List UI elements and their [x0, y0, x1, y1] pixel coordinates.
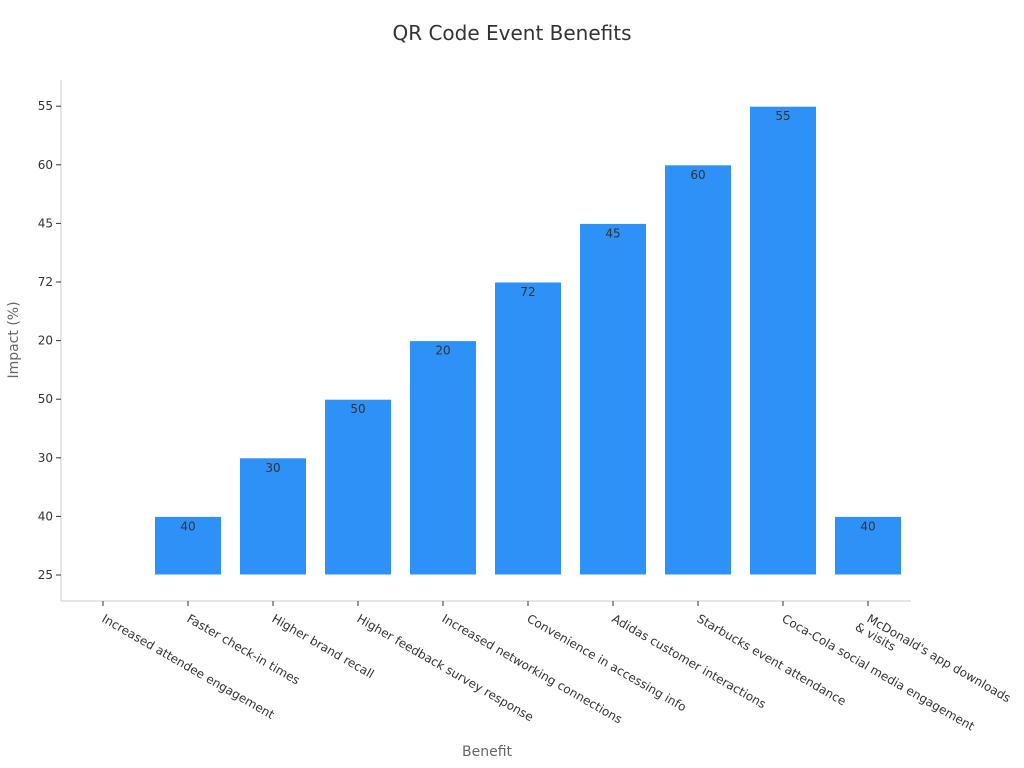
bar-data-label: 55 — [775, 109, 790, 123]
y-axis-title: Impact (%) — [6, 301, 22, 378]
bar-data-label: 60 — [690, 168, 705, 182]
bar[interactable] — [154, 515, 222, 576]
bar[interactable] — [664, 164, 732, 576]
y-tick-label: 72 — [38, 275, 53, 289]
y-tick-label: 55 — [38, 99, 53, 113]
bar[interactable] — [494, 281, 562, 576]
bar[interactable] — [409, 340, 477, 576]
bar[interactable] — [749, 105, 817, 576]
bar-data-label: 20 — [435, 344, 450, 358]
bar-data-label: 45 — [605, 226, 620, 240]
bar-data-label: 30 — [265, 461, 280, 475]
x-tick-label: Convenience in accessing info — [525, 611, 689, 714]
y-tick-label: 20 — [38, 334, 53, 348]
y-tick-label: 30 — [38, 451, 53, 465]
y-tick-label: 45 — [38, 216, 53, 230]
x-tick-label: Increased attendee engagement — [100, 611, 277, 722]
x-tick-label: Higher feedback survey response — [355, 611, 536, 724]
bar[interactable] — [239, 457, 307, 576]
y-tick-label: 50 — [38, 392, 53, 406]
bar-data-label: 40 — [180, 519, 195, 533]
bar-data-label: 40 — [860, 519, 875, 533]
chart-title: QR Code Event Benefits — [392, 21, 631, 45]
bar[interactable] — [834, 515, 902, 576]
bar[interactable] — [579, 222, 647, 576]
x-axis-title: Benefit — [462, 744, 513, 760]
bar-data-label: 72 — [520, 285, 535, 299]
y-tick-label: 25 — [38, 568, 53, 582]
y-tick-label: 40 — [38, 509, 53, 523]
y-tick-label: 60 — [38, 158, 53, 172]
bar[interactable] — [324, 398, 392, 576]
bar-data-label: 50 — [350, 402, 365, 416]
x-tick-label: Adidas customer interactions — [610, 611, 769, 711]
plot-area: 25 40 30 50 20 72 45 60 55 40 30 50 20 72 45 60 55 40 Incr… — [38, 80, 1013, 734]
x-tick-label: Starbucks event attendance — [695, 611, 849, 708]
